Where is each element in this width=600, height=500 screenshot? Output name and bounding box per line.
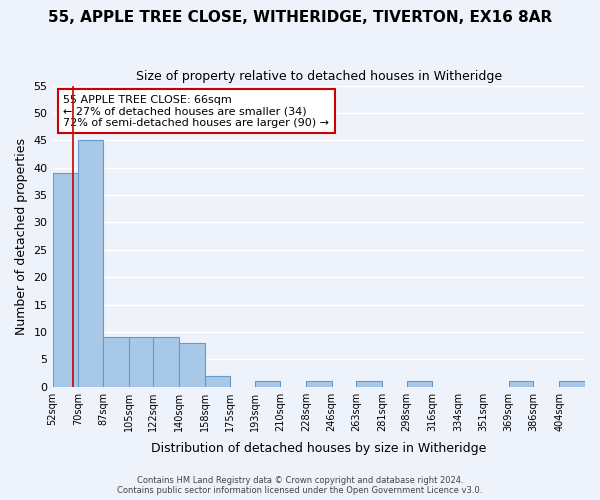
Text: Contains HM Land Registry data © Crown copyright and database right 2024.
Contai: Contains HM Land Registry data © Crown c…: [118, 476, 482, 495]
Title: Size of property relative to detached houses in Witheridge: Size of property relative to detached ho…: [136, 70, 502, 83]
Bar: [509, 381, 533, 386]
Y-axis label: Number of detached properties: Number of detached properties: [15, 138, 28, 334]
Text: 55 APPLE TREE CLOSE: 66sqm
← 27% of detached houses are smaller (34)
72% of semi: 55 APPLE TREE CLOSE: 66sqm ← 27% of deta…: [63, 94, 329, 128]
Bar: [256, 381, 280, 386]
Text: 55, APPLE TREE CLOSE, WITHERIDGE, TIVERTON, EX16 8AR: 55, APPLE TREE CLOSE, WITHERIDGE, TIVERT…: [48, 10, 552, 25]
Bar: [53, 173, 79, 386]
Bar: [407, 381, 433, 386]
Bar: [179, 343, 205, 386]
Bar: [103, 338, 129, 386]
Bar: [356, 381, 382, 386]
Bar: [205, 376, 230, 386]
Bar: [79, 140, 103, 386]
Bar: [129, 338, 153, 386]
Bar: [306, 381, 332, 386]
X-axis label: Distribution of detached houses by size in Witheridge: Distribution of detached houses by size …: [151, 442, 487, 455]
Bar: [559, 381, 585, 386]
Bar: [153, 338, 179, 386]
